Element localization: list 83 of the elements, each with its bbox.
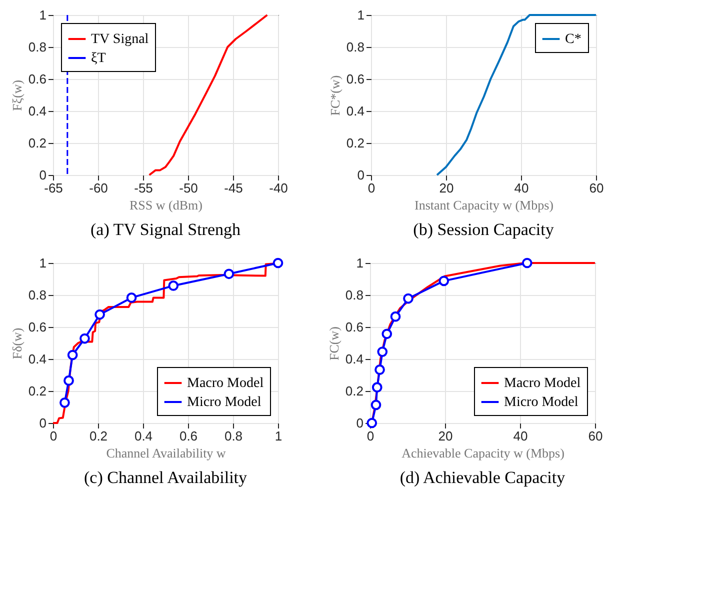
y-tick-label: 0.6 xyxy=(28,320,46,334)
point xyxy=(224,268,234,280)
text: (a) TV Signal Strengh xyxy=(90,220,241,239)
point xyxy=(60,398,70,408)
text: (d) Achievable Capacity xyxy=(400,468,566,487)
point xyxy=(126,292,137,303)
point xyxy=(67,350,78,360)
legend-label: Micro Model xyxy=(187,395,262,410)
point xyxy=(374,364,385,375)
y-tick-label: 0.6 xyxy=(346,72,364,86)
legend-label: Micro Model xyxy=(504,395,578,410)
y-tick-label: 1 xyxy=(39,8,46,22)
y-tick-label: 0 xyxy=(357,168,364,182)
point xyxy=(390,311,401,322)
x-tick-label: -60 xyxy=(89,180,108,196)
x-tick-label: 0.8 xyxy=(224,428,243,444)
x-tick-label: 0.4 xyxy=(134,428,153,444)
x-tick-label: 60 xyxy=(588,428,603,444)
y-tick-label: 0.4 xyxy=(345,352,364,366)
point xyxy=(370,400,382,410)
x-tick-label: -45 xyxy=(224,180,243,196)
x-tick-label: 40 xyxy=(514,180,529,196)
point xyxy=(94,309,105,320)
x-axis-title: Instant Capacity w (Mbps) xyxy=(414,198,554,212)
legend-label: TV Signal xyxy=(91,32,149,47)
x-tick-label: -40 xyxy=(269,180,288,196)
x-tick-label: 0 xyxy=(368,180,376,196)
y-tick-label: 0.2 xyxy=(345,384,364,398)
x-tick-label: -50 xyxy=(179,180,198,196)
point xyxy=(64,375,74,386)
y-tick-label: 0.8 xyxy=(28,40,46,54)
y-tick-label: 0 xyxy=(39,168,46,182)
x-tick-label: 0 xyxy=(50,428,58,444)
x-tick-label: 20 xyxy=(438,428,453,444)
ref-line-label: ξT xyxy=(91,51,106,66)
y-tick-label: 0.8 xyxy=(345,288,364,302)
y-tick-label: 1 xyxy=(357,8,364,22)
y-tick-label: 0.2 xyxy=(28,136,46,150)
x-tick-label: 1 xyxy=(274,428,282,444)
point xyxy=(522,258,532,268)
point xyxy=(272,258,284,268)
y-tick-label: 0.6 xyxy=(28,72,46,86)
text: (c) Channel Availability xyxy=(84,468,248,487)
y-tick-label: 0.4 xyxy=(28,352,46,366)
point xyxy=(80,333,90,344)
point xyxy=(366,418,378,428)
x-tick-label: 0 xyxy=(366,428,374,444)
x-tick-label: -65 xyxy=(44,180,63,196)
x-tick-label: 0.2 xyxy=(89,428,108,444)
point xyxy=(438,276,450,286)
x-tick-label: 0.6 xyxy=(179,428,198,444)
point xyxy=(403,293,414,304)
point xyxy=(372,382,382,392)
y-axis-title: Fξ(w) xyxy=(9,80,24,112)
y-tick-label: 0 xyxy=(39,416,46,430)
point xyxy=(168,280,179,291)
line-series xyxy=(148,14,268,176)
y-tick-label: 1 xyxy=(356,256,364,270)
x-axis-title: Achievable Capacity w (Mbps) xyxy=(402,446,564,460)
y-axis-title: Fδ(w) xyxy=(9,328,24,360)
legend-label: Macro Model xyxy=(187,376,264,391)
y-tick-label: 0.4 xyxy=(346,104,364,118)
y-tick-label: 0.8 xyxy=(28,288,46,302)
y-axis-title: FC(w) xyxy=(326,326,342,360)
x-axis-title: RSS w (dBm) xyxy=(130,198,202,212)
y-tick-label: 0.8 xyxy=(346,40,364,54)
point xyxy=(382,328,392,340)
point xyxy=(377,346,388,357)
legend-label: C* xyxy=(565,32,582,47)
y-tick-label: 1 xyxy=(39,256,46,270)
y-tick-label: 0.4 xyxy=(28,104,46,118)
y-tick-label: 0.2 xyxy=(28,384,46,398)
x-tick-label: 20 xyxy=(439,180,454,196)
y-tick-label: 0 xyxy=(356,416,364,430)
y-tick-label: 0.2 xyxy=(346,136,364,150)
x-axis-title: Channel Availability w xyxy=(106,446,226,460)
y-axis-title: FC*(w) xyxy=(327,75,342,116)
x-tick-label: 60 xyxy=(589,180,604,196)
x-tick-label: 40 xyxy=(513,428,528,444)
text: (b) Session Capacity xyxy=(413,220,554,239)
legend-label: Macro Model xyxy=(504,376,581,391)
x-tick-label: -55 xyxy=(134,180,153,196)
y-tick-label: 0.6 xyxy=(345,320,364,334)
